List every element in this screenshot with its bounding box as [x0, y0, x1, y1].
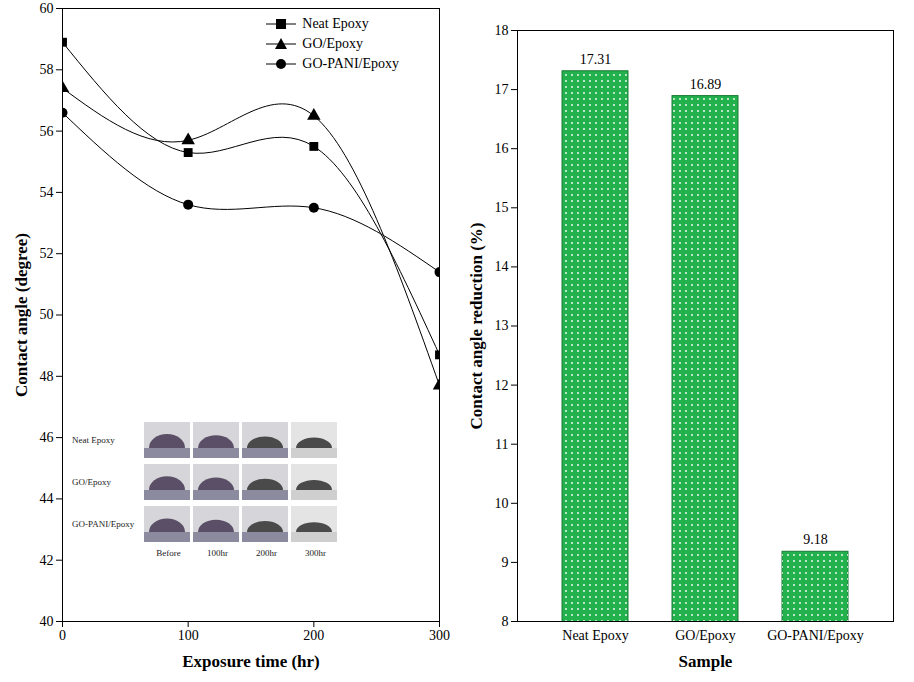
- svg-text:9: 9: [502, 555, 509, 570]
- svg-text:200: 200: [303, 628, 324, 643]
- html-text:Neat Epoxy: Neat Epoxy: [72, 434, 115, 445]
- svg-text:56: 56: [40, 124, 54, 139]
- svg-text:13: 13: [495, 318, 509, 333]
- svg-text:Neat Epoxy: Neat Epoxy: [562, 628, 628, 643]
- svg-text:16.89: 16.89: [690, 77, 722, 92]
- svg-text:Sample: Sample: [679, 652, 733, 671]
- html-text:GO/Epoxy: GO/Epoxy: [302, 36, 363, 51]
- html-text:300hr: 300hr: [305, 547, 326, 558]
- svg-text:0: 0: [59, 628, 66, 643]
- html-text:200hr: 200hr: [256, 547, 277, 558]
- html-text:GO/Epoxy: GO/Epoxy: [72, 476, 111, 487]
- html-text:GO-PANI/Epoxy: GO-PANI/Epoxy: [302, 56, 399, 71]
- svg-text:44: 44: [40, 491, 54, 506]
- svg-text:100: 100: [178, 628, 199, 643]
- svg-text:15: 15: [495, 200, 509, 215]
- svg-text:50: 50: [40, 307, 54, 322]
- svg-text:46: 46: [40, 430, 54, 445]
- svg-text:42: 42: [40, 553, 54, 568]
- svg-text:GO-PANI/Epoxy: GO-PANI/Epoxy: [767, 628, 864, 643]
- html-text:Neat Epoxy: Neat Epoxy: [302, 16, 369, 31]
- svg-text:40: 40: [40, 614, 54, 629]
- svg-text:GO/Epoxy: GO/Epoxy: [675, 628, 736, 643]
- svg-text:Exposure time (hr): Exposure time (hr): [182, 652, 320, 671]
- svg-text:12: 12: [495, 378, 509, 393]
- svg-text:52: 52: [40, 246, 54, 261]
- svg-text:11: 11: [495, 437, 508, 452]
- svg-text:17: 17: [495, 82, 509, 97]
- svg-text:54: 54: [40, 185, 54, 200]
- svg-text:16: 16: [495, 141, 509, 156]
- svg-text:8: 8: [502, 614, 509, 629]
- svg-text:Contact angle (degree): Contact angle (degree): [12, 233, 31, 397]
- html-text:Before: Before: [156, 547, 181, 558]
- svg-text:10: 10: [495, 496, 509, 511]
- svg-text:9.18: 9.18: [803, 532, 828, 547]
- html-text:100hr: 100hr: [207, 547, 228, 558]
- svg-text:58: 58: [40, 62, 54, 77]
- svg-text:60: 60: [40, 1, 54, 16]
- svg-text:Contact angle reduction (%): Contact angle reduction (%): [467, 223, 486, 430]
- svg-text:300: 300: [429, 628, 450, 643]
- svg-text:48: 48: [40, 369, 54, 384]
- html-text:GO-PANI/Epoxy: GO-PANI/Epoxy: [72, 518, 135, 529]
- svg-text:14: 14: [495, 259, 509, 274]
- svg-text:18: 18: [495, 23, 509, 38]
- svg-text:17.31: 17.31: [580, 52, 612, 67]
